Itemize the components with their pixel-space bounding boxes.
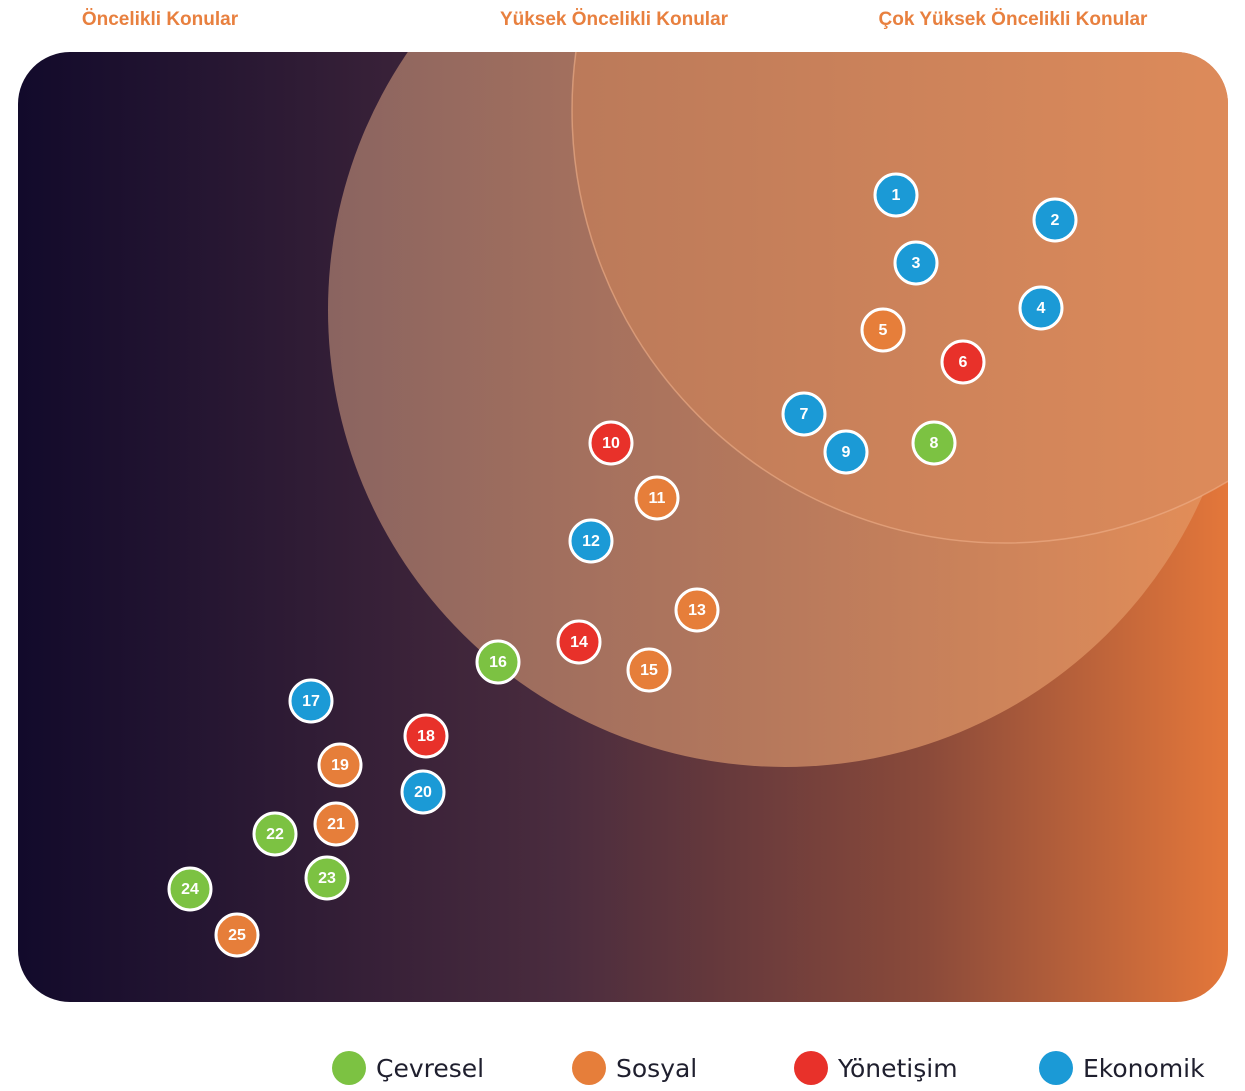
topic-node: 17 xyxy=(288,678,334,724)
topic-dot xyxy=(911,420,957,466)
topic-node: 7 xyxy=(781,391,827,437)
topic-node: 24 xyxy=(167,866,213,912)
topic-number: 11 xyxy=(649,490,666,507)
legend: Çevresel Sosyal Yönetişim Ekonomik xyxy=(332,1051,1205,1085)
topic-number: 22 xyxy=(266,826,284,843)
legend-label: Sosyal xyxy=(616,1054,697,1083)
legend-swatch xyxy=(332,1051,366,1085)
very-high-zone xyxy=(571,52,1228,544)
topic-dot xyxy=(860,307,906,353)
column-header: Çok Yüksek Öncelikli Konular xyxy=(879,9,1149,30)
topic-node: 25 xyxy=(214,912,260,958)
topic-dot xyxy=(288,678,334,724)
topic-number: 4 xyxy=(1037,300,1046,317)
topic-node: 3 xyxy=(893,240,939,286)
topic-dot xyxy=(1032,197,1078,243)
topic-dot xyxy=(304,855,350,901)
topic-number: 12 xyxy=(582,533,600,550)
topic-number: 1 xyxy=(892,187,901,204)
topic-number: 14 xyxy=(570,634,588,651)
topic-number: 7 xyxy=(800,406,809,423)
topic-dot xyxy=(1018,285,1064,331)
topic-node: 10 xyxy=(588,420,634,466)
topic-node: 1 xyxy=(873,172,919,218)
topic-node: 18 xyxy=(403,713,449,759)
topic-number: 15 xyxy=(640,662,658,679)
topic-dot xyxy=(588,420,634,466)
topic-dot xyxy=(823,429,869,475)
legend-label: Çevresel xyxy=(376,1054,484,1083)
topic-node: 9 xyxy=(823,429,869,475)
topic-dot xyxy=(940,339,986,385)
topic-number: 5 xyxy=(879,322,888,339)
header: Öncelikli Konular Yüksek Öncelikli Konul… xyxy=(82,9,1148,30)
topic-node: 22 xyxy=(252,811,298,857)
topic-number: 18 xyxy=(417,728,435,745)
topic-number: 16 xyxy=(489,654,507,671)
topic-dot xyxy=(317,742,363,788)
topic-node: 19 xyxy=(317,742,363,788)
topic-dot xyxy=(893,240,939,286)
column-header: Öncelikli Konular xyxy=(82,9,239,30)
topic-dot xyxy=(403,713,449,759)
legend-swatch xyxy=(794,1051,828,1085)
legend-label: Yönetişim xyxy=(837,1054,958,1083)
topic-number: 17 xyxy=(302,693,320,710)
topic-dot xyxy=(674,587,720,633)
topic-node: 4 xyxy=(1018,285,1064,331)
topic-node: 8 xyxy=(911,420,957,466)
topic-number: 2 xyxy=(1051,212,1060,229)
topic-node: 2 xyxy=(1032,197,1078,243)
topic-number: 6 xyxy=(959,354,968,371)
topic-dot xyxy=(167,866,213,912)
topic-dot xyxy=(400,769,446,815)
background xyxy=(18,52,1228,1002)
topic-number: 21 xyxy=(327,816,345,833)
topic-number: 25 xyxy=(228,927,246,944)
legend-swatch xyxy=(572,1051,606,1085)
nodes: 8162223245111315192125610141812347912172… xyxy=(167,172,1078,958)
column-header: Yüksek Öncelikli Konular xyxy=(500,9,729,30)
topic-node: 6 xyxy=(940,339,986,385)
topic-number: 24 xyxy=(181,881,199,898)
topic-dot xyxy=(626,647,672,693)
topic-number: 19 xyxy=(331,757,349,774)
topic-node: 13 xyxy=(674,587,720,633)
topic-number: 20 xyxy=(414,784,432,801)
topic-dot xyxy=(781,391,827,437)
topic-node: 20 xyxy=(400,769,446,815)
topic-dot xyxy=(873,172,919,218)
topic-dot xyxy=(568,518,614,564)
topic-dot xyxy=(475,639,521,685)
topic-node: 11 xyxy=(634,475,680,521)
topic-number: 3 xyxy=(912,255,921,272)
topic-dot xyxy=(214,912,260,958)
topic-node: 12 xyxy=(568,518,614,564)
topic-node: 23 xyxy=(304,855,350,901)
topic-node: 15 xyxy=(626,647,672,693)
topic-dot xyxy=(634,475,680,521)
legend-label: Ekonomik xyxy=(1083,1054,1205,1083)
topic-node: 5 xyxy=(860,307,906,353)
topic-number: 8 xyxy=(930,435,939,452)
topic-node: 14 xyxy=(556,619,602,665)
topic-dot xyxy=(252,811,298,857)
topic-number: 10 xyxy=(602,435,620,452)
topic-dot xyxy=(556,619,602,665)
topic-number: 23 xyxy=(318,870,336,887)
topic-node: 21 xyxy=(313,801,359,847)
topic-dot xyxy=(313,801,359,847)
topic-node: 16 xyxy=(475,639,521,685)
topic-number: 13 xyxy=(688,602,706,619)
topic-number: 9 xyxy=(842,444,851,461)
legend-swatch xyxy=(1039,1051,1073,1085)
